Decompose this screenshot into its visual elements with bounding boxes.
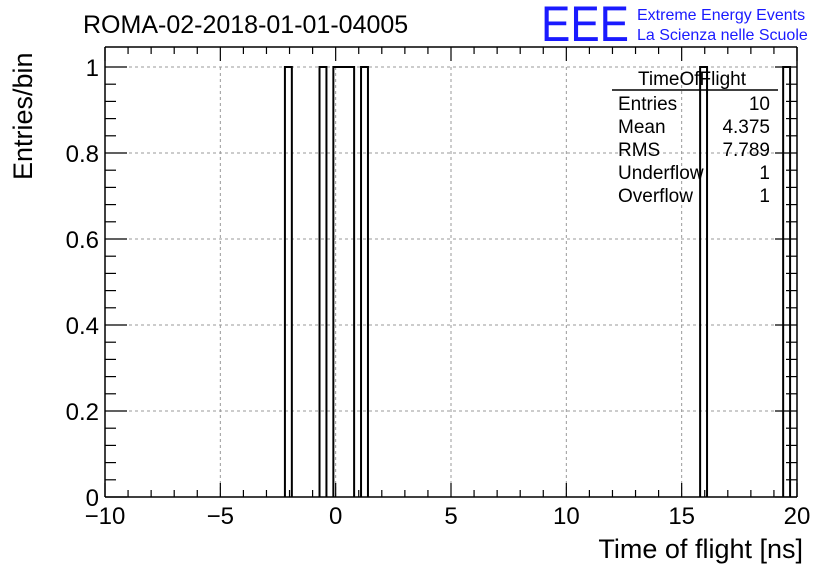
histogram-bar [283, 66, 293, 497]
x-tick-label: 5 [444, 503, 457, 530]
stats-row-value: 1 [759, 186, 770, 207]
histogram-bar [332, 66, 356, 497]
brand-line-1: Extreme Energy Events [637, 7, 805, 24]
y-tick-label: 0.6 [66, 227, 99, 254]
stats-box: TimeOfFlight Entries 10 Mean 4.375 RMS 7.789 U… [612, 69, 778, 207]
stats-row-label: Entries [618, 94, 677, 115]
axes [104, 46, 798, 498]
stats-row-label: Underflow [618, 163, 704, 184]
stats-row-value: 4.375 [722, 117, 770, 138]
y-tick-label: 0.8 [66, 141, 99, 168]
stats-row-label: Overflow [618, 186, 693, 207]
x-tick-label: −10 [85, 503, 126, 530]
x-tick-label: 20 [784, 503, 811, 530]
stats-row-value: 1 [759, 163, 770, 184]
y-tick-label: 1 [86, 55, 99, 82]
grid-lines [105, 66, 797, 497]
y-tick-label: 0.2 [66, 399, 99, 426]
stats-row-label: Mean [618, 117, 666, 138]
histogram-bars [283, 66, 792, 497]
brand-line-2: La Scienza nelle Scuole [637, 27, 808, 44]
stats-box-rows: Entries 10 Mean 4.375 RMS 7.789 Underflow 1 Over… [618, 94, 770, 207]
x-axis-label: Time of flight [ns] [598, 534, 803, 564]
chart-title: ROMA-02-2018-01-01-04005 [83, 11, 408, 39]
y-tick-label: 0 [86, 485, 99, 512]
histogram-bar [318, 66, 328, 497]
histogram-bar [782, 66, 792, 497]
y-axis-label: Entries/bin [8, 52, 38, 180]
stats-box-title: TimeOfFlight [638, 69, 747, 90]
stats-row-value: 7.789 [722, 140, 770, 161]
stats-row-label: RMS [618, 140, 660, 161]
histogram-bar [360, 66, 369, 497]
x-tick-label: 15 [668, 503, 695, 530]
histogram-bar [699, 66, 709, 497]
y-tick-label: 0.4 [66, 313, 99, 340]
x-tick-label: −5 [207, 503, 234, 530]
stats-row-value: 10 [749, 94, 770, 115]
eee-logo: EEE [541, 0, 629, 52]
tick-labels: −10 −5 0 5 10 15 20 0 0.2 0.4 0.6 0.8 1 [66, 55, 811, 530]
eee-branding: EEE Extreme Energy Events La Scienza nel… [541, 0, 808, 52]
x-tick-label: 0 [329, 503, 342, 530]
x-tick-label: 10 [553, 503, 580, 530]
